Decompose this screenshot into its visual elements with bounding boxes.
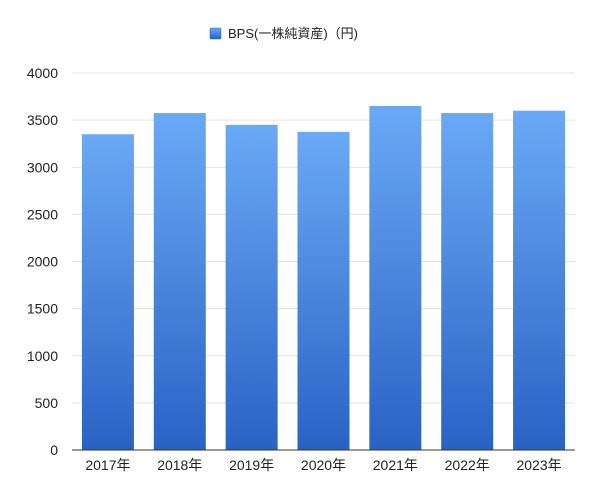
y-tick-label: 4000	[27, 65, 58, 81]
x-tick-label: 2019年	[229, 457, 274, 473]
x-tick-label: 2023年	[516, 457, 561, 473]
legend-swatch	[209, 27, 222, 40]
y-tick-label: 0	[50, 442, 58, 458]
bar	[297, 131, 350, 450]
bar	[441, 113, 494, 451]
y-tick-label: 3000	[27, 159, 58, 175]
legend-label: BPS(一株純資産)（円)	[228, 26, 358, 41]
y-tick-label: 500	[35, 395, 59, 411]
x-tick-label: 2021年	[373, 457, 418, 473]
bars	[81, 105, 566, 451]
bar	[513, 110, 566, 450]
y-tick-label: 2000	[27, 254, 58, 270]
x-axis-ticks: 2017年 2018年 2019年 2020年 2021年 2022年 2023年	[85, 457, 561, 473]
legend: BPS(一株純資産)（円)	[209, 26, 358, 41]
x-tick-label: 2022年	[445, 457, 490, 473]
bar	[369, 105, 422, 451]
y-axis-ticks: 0 500 1000 1500 2000 2500 3000 3500 4000	[27, 65, 58, 458]
bar	[225, 124, 278, 451]
x-tick-label: 2020年	[301, 457, 346, 473]
y-tick-label: 2500	[27, 206, 58, 222]
y-tick-label: 1000	[27, 348, 58, 364]
x-tick-label: 2018年	[157, 457, 202, 473]
y-tick-label: 3500	[27, 112, 58, 128]
x-tick-label: 2017年	[85, 457, 130, 473]
bar	[81, 134, 134, 450]
y-tick-label: 1500	[27, 301, 58, 317]
bar	[153, 113, 206, 451]
